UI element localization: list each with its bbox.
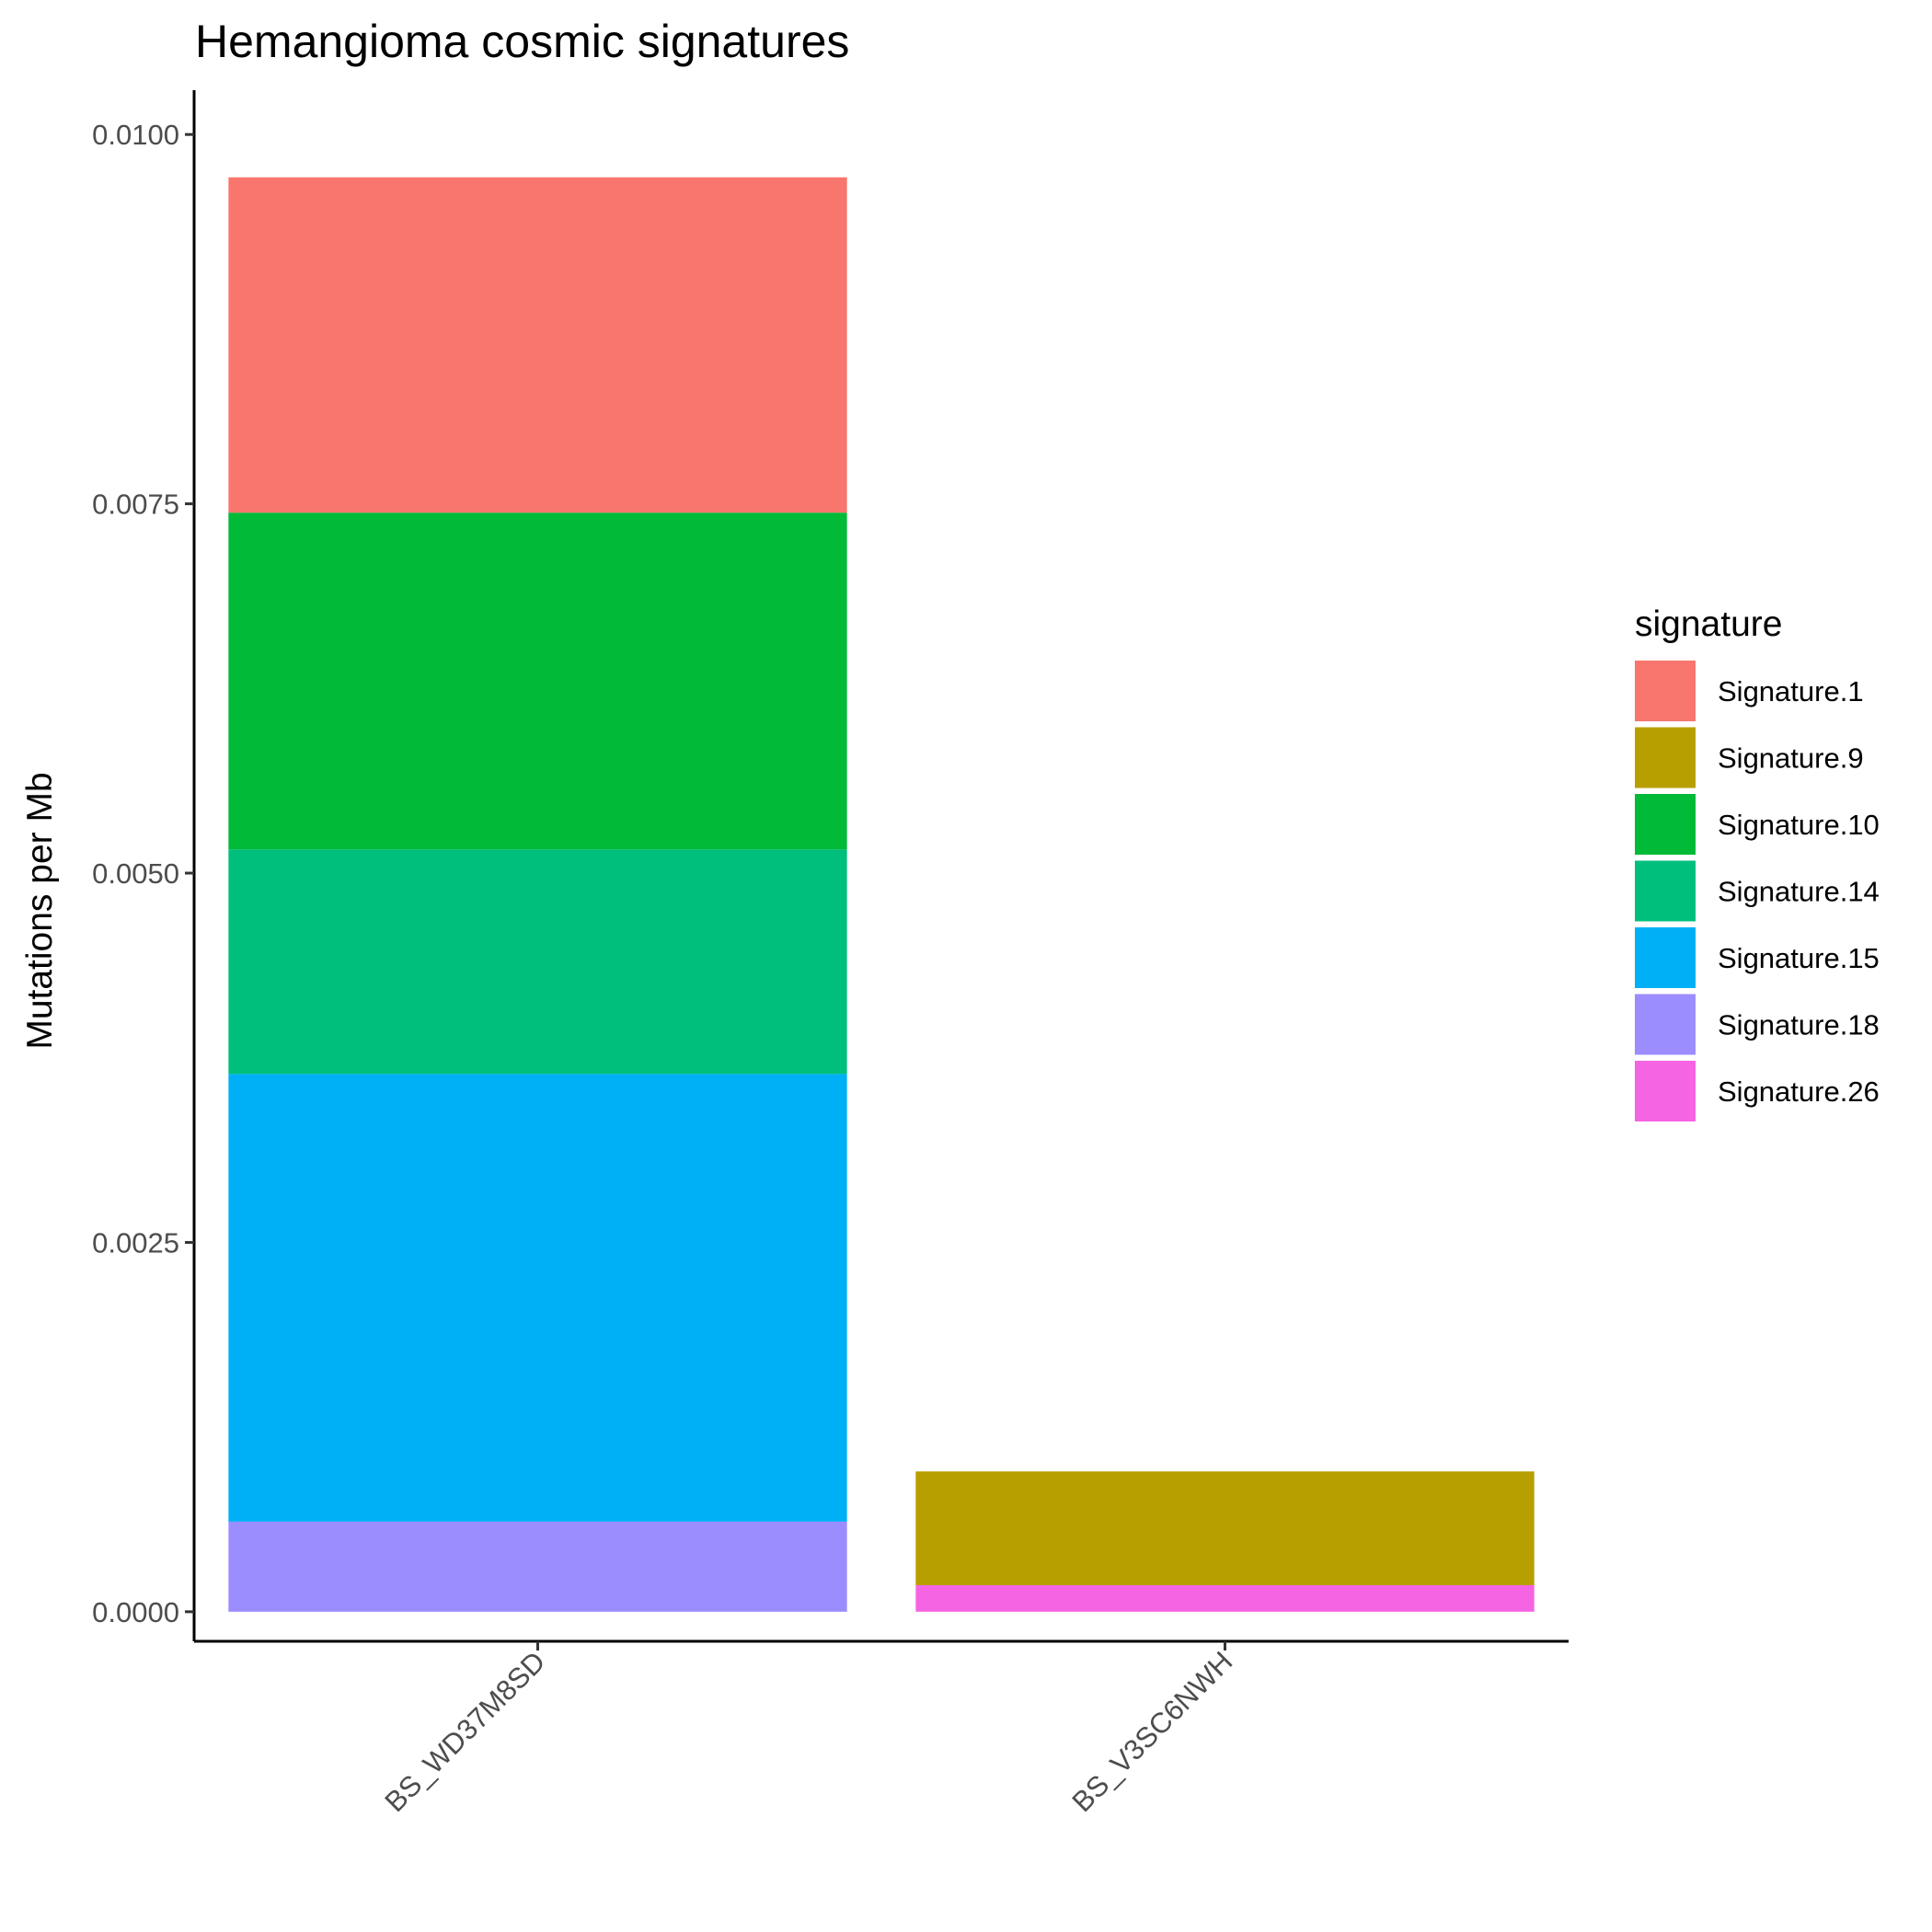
legend-key-signature-26: [1635, 1061, 1696, 1121]
bar-segment-bs-v3sc6nwh-signature-9: [915, 1471, 1535, 1585]
y-axis-ticks: 0.0000 0.0025 0.0050 0.0075 0.0100: [92, 119, 194, 1628]
x-tick-label: BS_V3SC6NWH: [1065, 1645, 1238, 1818]
legend-label-signature-14: Signature.14: [1718, 876, 1880, 908]
legend-title: signature: [1635, 604, 1782, 644]
legend-key-signature-18: [1635, 994, 1696, 1055]
legend-label-signature-15: Signature.15: [1718, 942, 1880, 974]
legend-key-signature-15: [1635, 927, 1696, 988]
legend-key-signature-1: [1635, 661, 1696, 721]
bar-segment-bs-wd37m8sd-signature-10: [228, 512, 847, 850]
legend-key-signature-9: [1635, 727, 1696, 788]
bar-segment-bs-wd37m8sd-signature-18: [228, 1521, 847, 1612]
x-axis-ticks: BS_WD37M8SD BS_V3SC6NWH: [378, 1641, 1238, 1818]
y-tick-label: 0.0025: [92, 1226, 179, 1259]
y-tick-label: 0.0000: [92, 1596, 179, 1628]
x-tick-label: BS_WD37M8SD: [378, 1645, 551, 1818]
y-tick-label: 0.0075: [92, 489, 179, 521]
legend: signature Signature.1 Signature.9 Signatur…: [1635, 604, 1880, 1121]
bar-segment-bs-wd37m8sd-signature-15: [228, 1074, 847, 1522]
y-tick-label: 0.0100: [92, 119, 179, 151]
chart-title: Hemangioma cosmic signatures: [195, 16, 849, 67]
legend-label-signature-26: Signature.26: [1718, 1075, 1880, 1108]
bar-segment-bs-wd37m8sd-signature-1: [228, 177, 847, 513]
legend-key-signature-10: [1635, 794, 1696, 855]
bar-segment-bs-v3sc6nwh-signature-26: [915, 1584, 1535, 1612]
bars-layer: [228, 177, 1535, 1612]
legend-key-signature-14: [1635, 860, 1696, 922]
legend-label-signature-9: Signature.9: [1718, 742, 1864, 775]
legend-label-signature-18: Signature.18: [1718, 1009, 1880, 1041]
y-axis-title: Mutations per Mb: [20, 772, 60, 1049]
bar-segment-bs-wd37m8sd-signature-14: [228, 849, 847, 1075]
legend-label-signature-1: Signature.1: [1718, 675, 1864, 707]
legend-label-signature-10: Signature.10: [1718, 809, 1880, 841]
y-tick-label: 0.0050: [92, 857, 179, 890]
